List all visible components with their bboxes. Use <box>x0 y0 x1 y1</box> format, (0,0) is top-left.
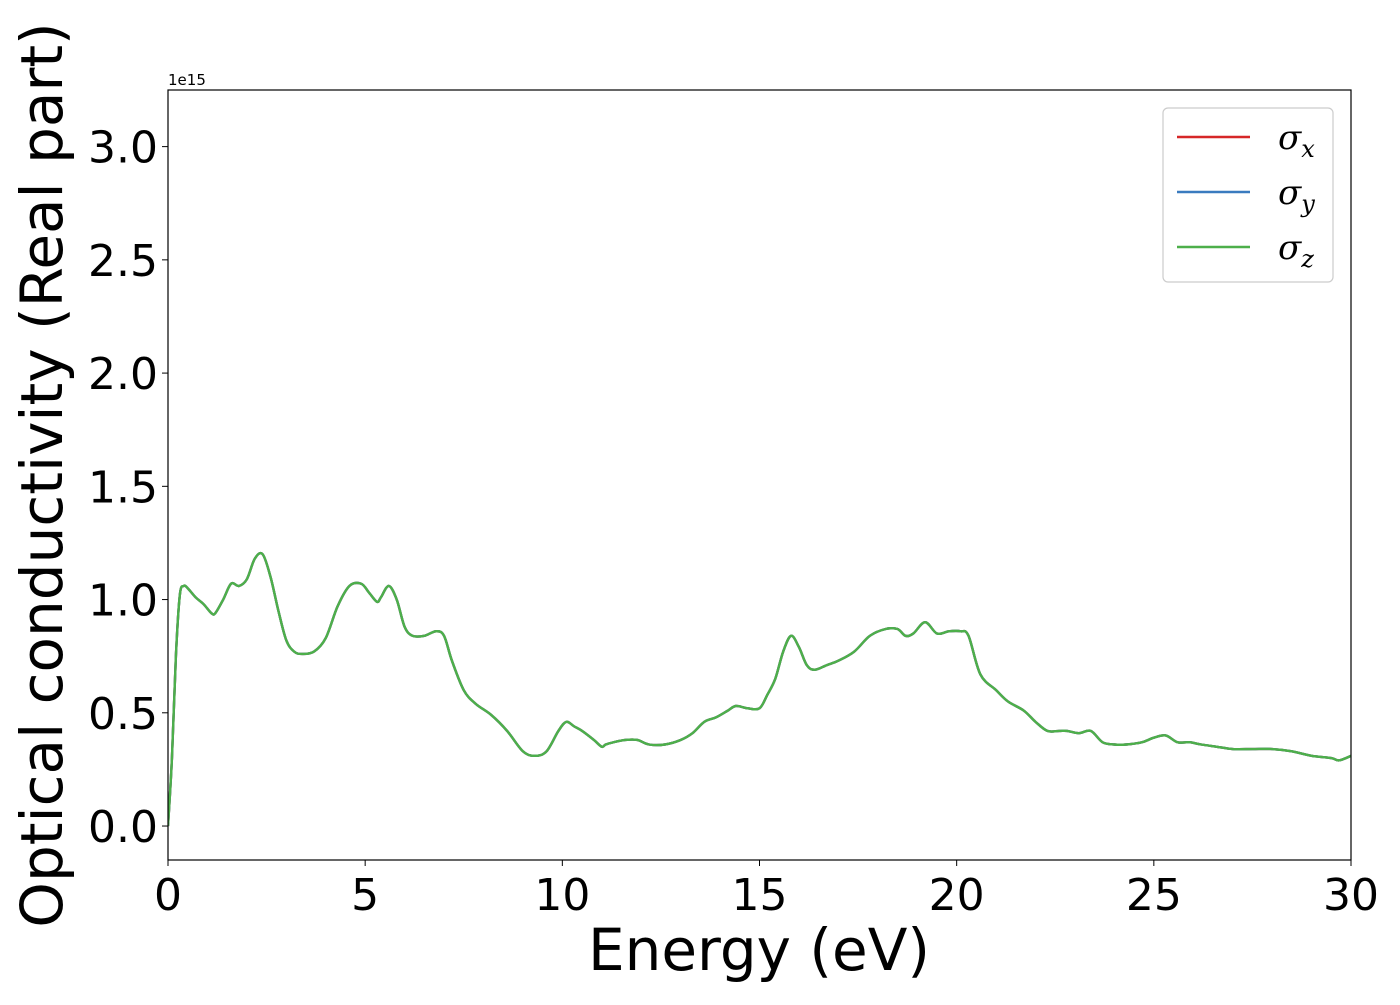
series-line-3 <box>168 551 1351 827</box>
legend-box <box>1162 107 1334 283</box>
x-tick-label: 10 <box>534 870 590 921</box>
x-axis: 0 5 10 15 20 25 30 <box>154 860 1379 921</box>
y-axis-title: Optical conductivity (Real part) <box>8 22 76 927</box>
y-axis: 0.0 0.5 1.0 1.5 2.0 2.5 3.0 <box>88 123 168 853</box>
y-tick-label: 0.5 <box>88 689 158 740</box>
y-tick-label: 2.5 <box>88 236 158 287</box>
x-tick-label: 30 <box>1323 870 1379 921</box>
y-tick-label: 1.0 <box>88 576 158 627</box>
y-offset-label: 1e15 <box>168 71 206 89</box>
y-tick-label: 3.0 <box>88 123 158 174</box>
y-tick-label: 0.0 <box>88 802 158 853</box>
y-tick-label: 1.5 <box>88 462 158 513</box>
y-tick-label: 2.0 <box>88 349 158 400</box>
x-axis-title: Energy (eV) <box>588 916 930 984</box>
series-layer <box>168 551 1351 827</box>
x-tick-label: 5 <box>351 870 379 921</box>
x-tick-label: 15 <box>732 870 788 921</box>
x-tick-label: 20 <box>929 870 985 921</box>
x-tick-label: 25 <box>1126 870 1182 921</box>
x-tick-label: 0 <box>154 870 182 921</box>
